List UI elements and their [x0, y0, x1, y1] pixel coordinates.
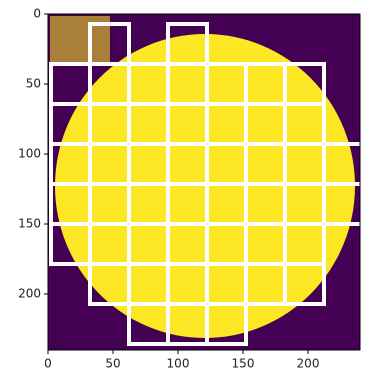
y-tick-label: 0 [33, 7, 41, 21]
x-tick-label: 50 [105, 357, 120, 371]
x-tick-label: 150 [232, 357, 255, 371]
y-tick-label: 200 [18, 287, 41, 301]
y-tick-label: 50 [26, 77, 41, 91]
chart: 0 50 100 150 200 0 50 100 150 200 [0, 0, 382, 380]
image-area [48, 14, 363, 350]
x-tick-label: 100 [167, 357, 190, 371]
y-tick-label: 150 [18, 217, 41, 231]
x-tick-label: 200 [297, 357, 320, 371]
x-tick-label: 0 [44, 357, 52, 371]
y-tick-label: 100 [18, 147, 41, 161]
